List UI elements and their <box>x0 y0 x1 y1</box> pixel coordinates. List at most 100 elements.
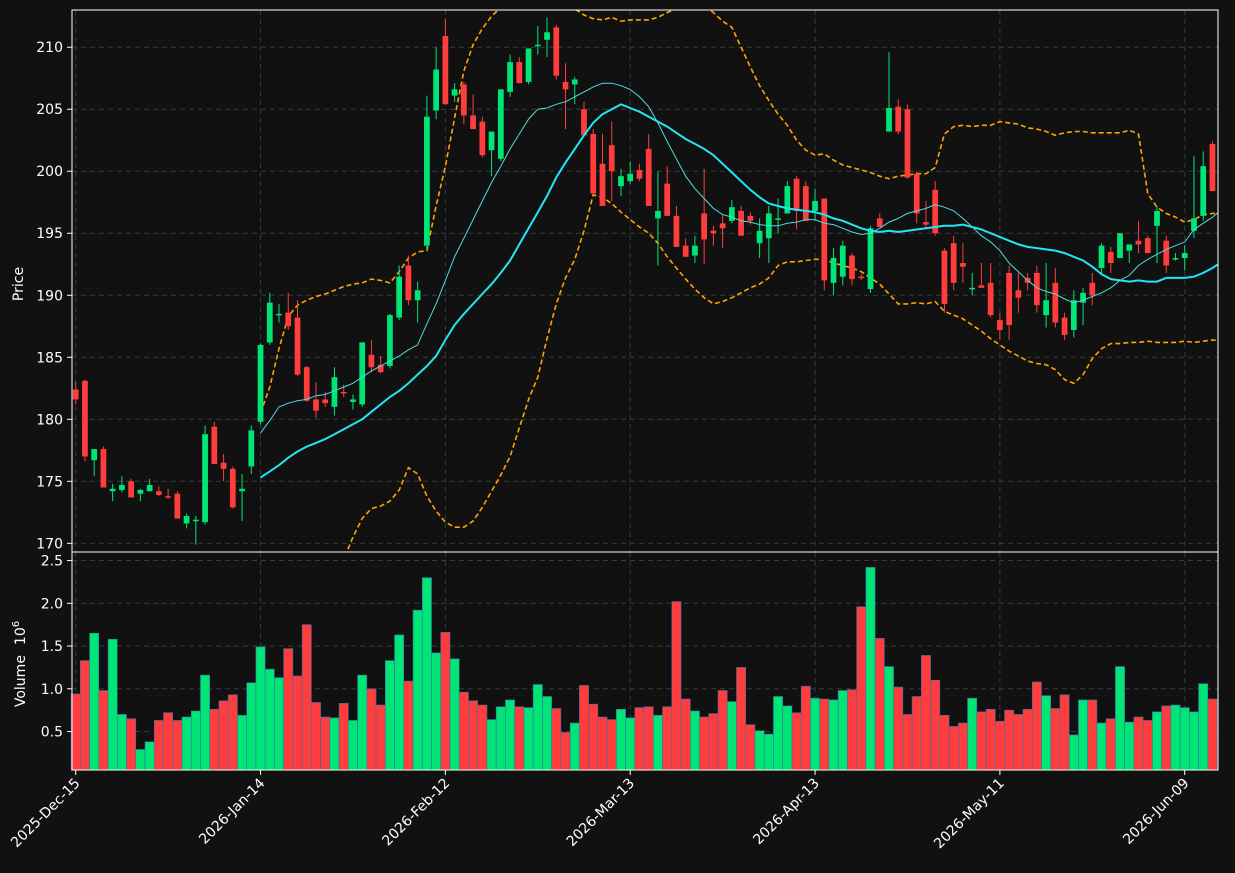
candle-body-down <box>303 367 310 401</box>
candle <box>534 26 541 55</box>
candle <box>285 292 292 330</box>
candle-body-up <box>396 276 403 318</box>
volume-bar <box>209 709 220 771</box>
candle <box>91 449 98 477</box>
volume-y-tick-label: 1.0 <box>41 682 63 698</box>
price-y-tick-label: 195 <box>36 226 63 242</box>
volume-axis-exponent: 6 <box>11 621 22 627</box>
candle-body-up <box>571 79 578 85</box>
slow-ma-line <box>259 103 1218 479</box>
candle-body-up <box>655 210 661 219</box>
price-y-tick-label: 180 <box>36 412 63 428</box>
candle-body-up <box>276 313 282 316</box>
volume-axis-exponent-base: 10 <box>13 627 29 645</box>
candle-body-up <box>1172 258 1179 260</box>
candle <box>377 356 384 374</box>
candle-body-down <box>645 148 652 206</box>
candle-body-down <box>802 186 809 221</box>
candle <box>183 513 190 529</box>
volume-bar <box>181 716 192 771</box>
volume-bar <box>1031 681 1042 771</box>
candle <box>146 478 153 492</box>
candle <box>266 292 273 345</box>
volume-bar <box>1050 708 1061 771</box>
candle <box>923 201 929 229</box>
candle-body-down <box>470 115 476 130</box>
volume-bar <box>1096 722 1107 771</box>
candle-body-down <box>100 449 107 488</box>
candle <box>1080 287 1086 326</box>
candle-body-down <box>987 282 994 316</box>
volume-bar <box>551 708 562 771</box>
candle-body-down <box>562 81 569 90</box>
candle-body-up <box>830 258 837 283</box>
candle-body-down <box>377 364 384 373</box>
candle-body-up <box>248 430 255 467</box>
volume-bar <box>865 567 876 771</box>
candle <box>1089 272 1096 306</box>
candle <box>1070 290 1077 338</box>
volume-bar <box>375 704 386 771</box>
candle <box>128 478 135 498</box>
volume-bar <box>597 716 608 771</box>
candle <box>729 199 735 224</box>
volume-bar <box>320 716 331 771</box>
volume-bar <box>800 685 811 771</box>
candle-body-down <box>719 223 726 229</box>
volume-bar <box>227 694 238 771</box>
volume-bar <box>348 720 358 771</box>
candle-body-down <box>553 27 560 76</box>
volume-bar <box>967 697 978 771</box>
volume-bar <box>116 714 127 771</box>
candle <box>442 18 449 105</box>
candle <box>849 253 855 286</box>
volume-bar <box>190 710 201 771</box>
candle <box>137 488 144 502</box>
price-y-tick-label: 200 <box>36 164 63 180</box>
volume-bar <box>643 706 654 771</box>
candle <box>303 365 310 402</box>
volume-bar <box>782 705 793 771</box>
candle <box>636 163 643 182</box>
candle <box>775 198 781 234</box>
candle-body-down <box>904 109 911 178</box>
candle-body-down <box>1135 240 1142 245</box>
volume-bar <box>264 668 275 771</box>
candle <box>174 491 181 519</box>
candle-body-down <box>821 198 828 281</box>
candle <box>553 24 560 80</box>
volume-bar <box>625 717 636 771</box>
candle-body-up <box>1154 210 1160 226</box>
candle-body-down <box>710 230 717 234</box>
candle <box>673 205 680 247</box>
price-y-tick-label: 170 <box>36 536 63 552</box>
candle <box>109 483 116 502</box>
volume-bar <box>994 720 1005 771</box>
candle-body-down <box>664 183 671 216</box>
volume-bar <box>837 690 848 771</box>
upper-band <box>259 10 1218 414</box>
candle-body-down <box>340 392 347 394</box>
volume-bar <box>569 722 580 771</box>
volume-bar <box>468 700 479 771</box>
candle <box>802 181 809 221</box>
volume-bar <box>1041 695 1052 771</box>
candle-body-up <box>534 44 541 47</box>
volume-bar <box>754 730 765 771</box>
volume-y-tick-label: 2.0 <box>41 596 63 612</box>
volume-bar <box>606 719 617 771</box>
volume-bar <box>1161 705 1172 771</box>
price-y-tick-label: 210 <box>36 40 63 56</box>
candle <box>497 89 504 162</box>
volume-y-tick-label: 2.5 <box>41 554 63 570</box>
volume-bars <box>70 567 1218 771</box>
candle-body-down <box>1033 272 1040 306</box>
candle <box>664 166 671 216</box>
fast-ma-line <box>260 82 1218 434</box>
volume-bar <box>1013 714 1024 771</box>
price-y-ticks: 170 175 180 185 190 195 200 205 210 <box>36 40 72 552</box>
candle <box>1061 312 1068 340</box>
volume-bar <box>237 714 247 771</box>
candle-body-down <box>636 169 643 179</box>
candle <box>876 213 883 228</box>
